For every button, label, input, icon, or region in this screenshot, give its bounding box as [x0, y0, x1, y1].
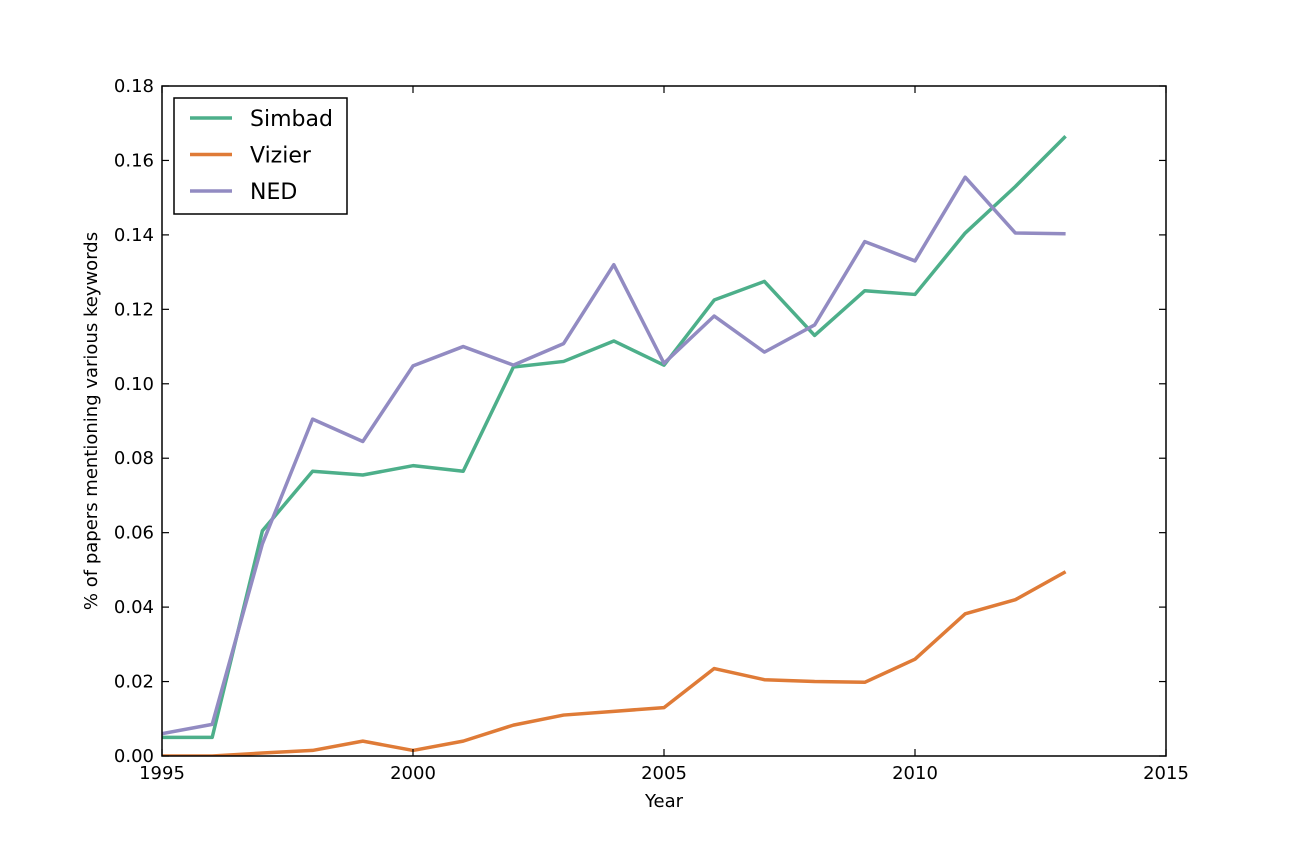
legend: Simbad Vizier NED	[173, 97, 348, 215]
x-tick-label: 2005	[641, 763, 687, 784]
y-axis-title: % of papers mentioning various keywords	[81, 232, 102, 610]
y-tick-label: 0.10	[114, 374, 154, 395]
legend-label-ned: NED	[250, 180, 297, 205]
x-tick-label: 2010	[892, 763, 938, 784]
y-tick-label: 0.08	[114, 448, 154, 469]
y-tick-label: 0.18	[114, 76, 154, 97]
legend-label-simbad: Simbad	[250, 107, 333, 132]
series-line-ned	[162, 175, 1066, 736]
series-line-vizier	[162, 570, 1067, 756]
x-tick-label: 2000	[390, 763, 436, 784]
y-tick-label: 0.16	[114, 150, 154, 171]
x-tick-label: 1995	[139, 763, 185, 784]
series-layer	[162, 135, 1067, 756]
axes-layer: 1995 2000 2005 2010 2015 0.00 0.02 0.04 0.06 0.08…	[114, 76, 1189, 784]
y-tick-label: 0.12	[114, 299, 154, 320]
y-tick-label: 0.00	[114, 746, 154, 767]
y-tick-label: 0.04	[114, 597, 154, 618]
x-tick-label: 2015	[1143, 763, 1189, 784]
legend-label-vizier: Vizier	[250, 144, 312, 169]
y-tick-label: 0.02	[114, 672, 154, 693]
x-axis-title: Year	[644, 791, 684, 812]
series-line-simbad	[162, 135, 1067, 740]
y-tick-label: 0.06	[114, 523, 154, 544]
y-tick-label: 0.14	[114, 225, 154, 246]
